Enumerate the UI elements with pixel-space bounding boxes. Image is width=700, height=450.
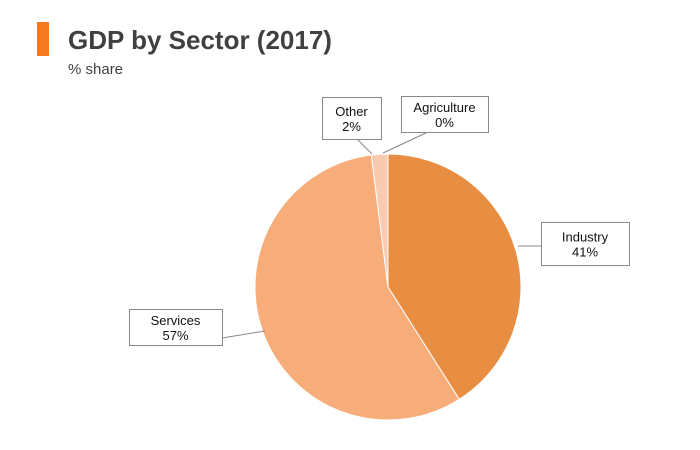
- callout-leader-line: [356, 138, 373, 155]
- pie-slice-other: [370, 153, 389, 288]
- callout-box: [541, 222, 630, 266]
- slice-label-industry: Industry: [562, 230, 609, 245]
- pie-slice-industry: [387, 153, 522, 400]
- chart-title: GDP by Sector (2017): [68, 25, 332, 55]
- callout-leader-line: [382, 131, 429, 154]
- slice-label-other: Other: [335, 104, 368, 119]
- title-accent-bar: [37, 22, 49, 56]
- slice-label-services: Services: [151, 313, 201, 328]
- callout-box: [129, 309, 223, 346]
- callout-leader-line: [221, 330, 266, 339]
- callout-box: [401, 96, 489, 133]
- slice-value-agriculture: 0%: [435, 115, 454, 130]
- slice-value-services: 57%: [162, 328, 188, 343]
- slice-label-agriculture: Agriculture: [413, 100, 475, 115]
- chart-subtitle: % share: [68, 61, 124, 78]
- pie-slice-services: [254, 154, 460, 421]
- slice-value-other: 2%: [342, 119, 361, 134]
- callout-box: [322, 97, 382, 140]
- slice-value-industry: 41%: [572, 245, 598, 260]
